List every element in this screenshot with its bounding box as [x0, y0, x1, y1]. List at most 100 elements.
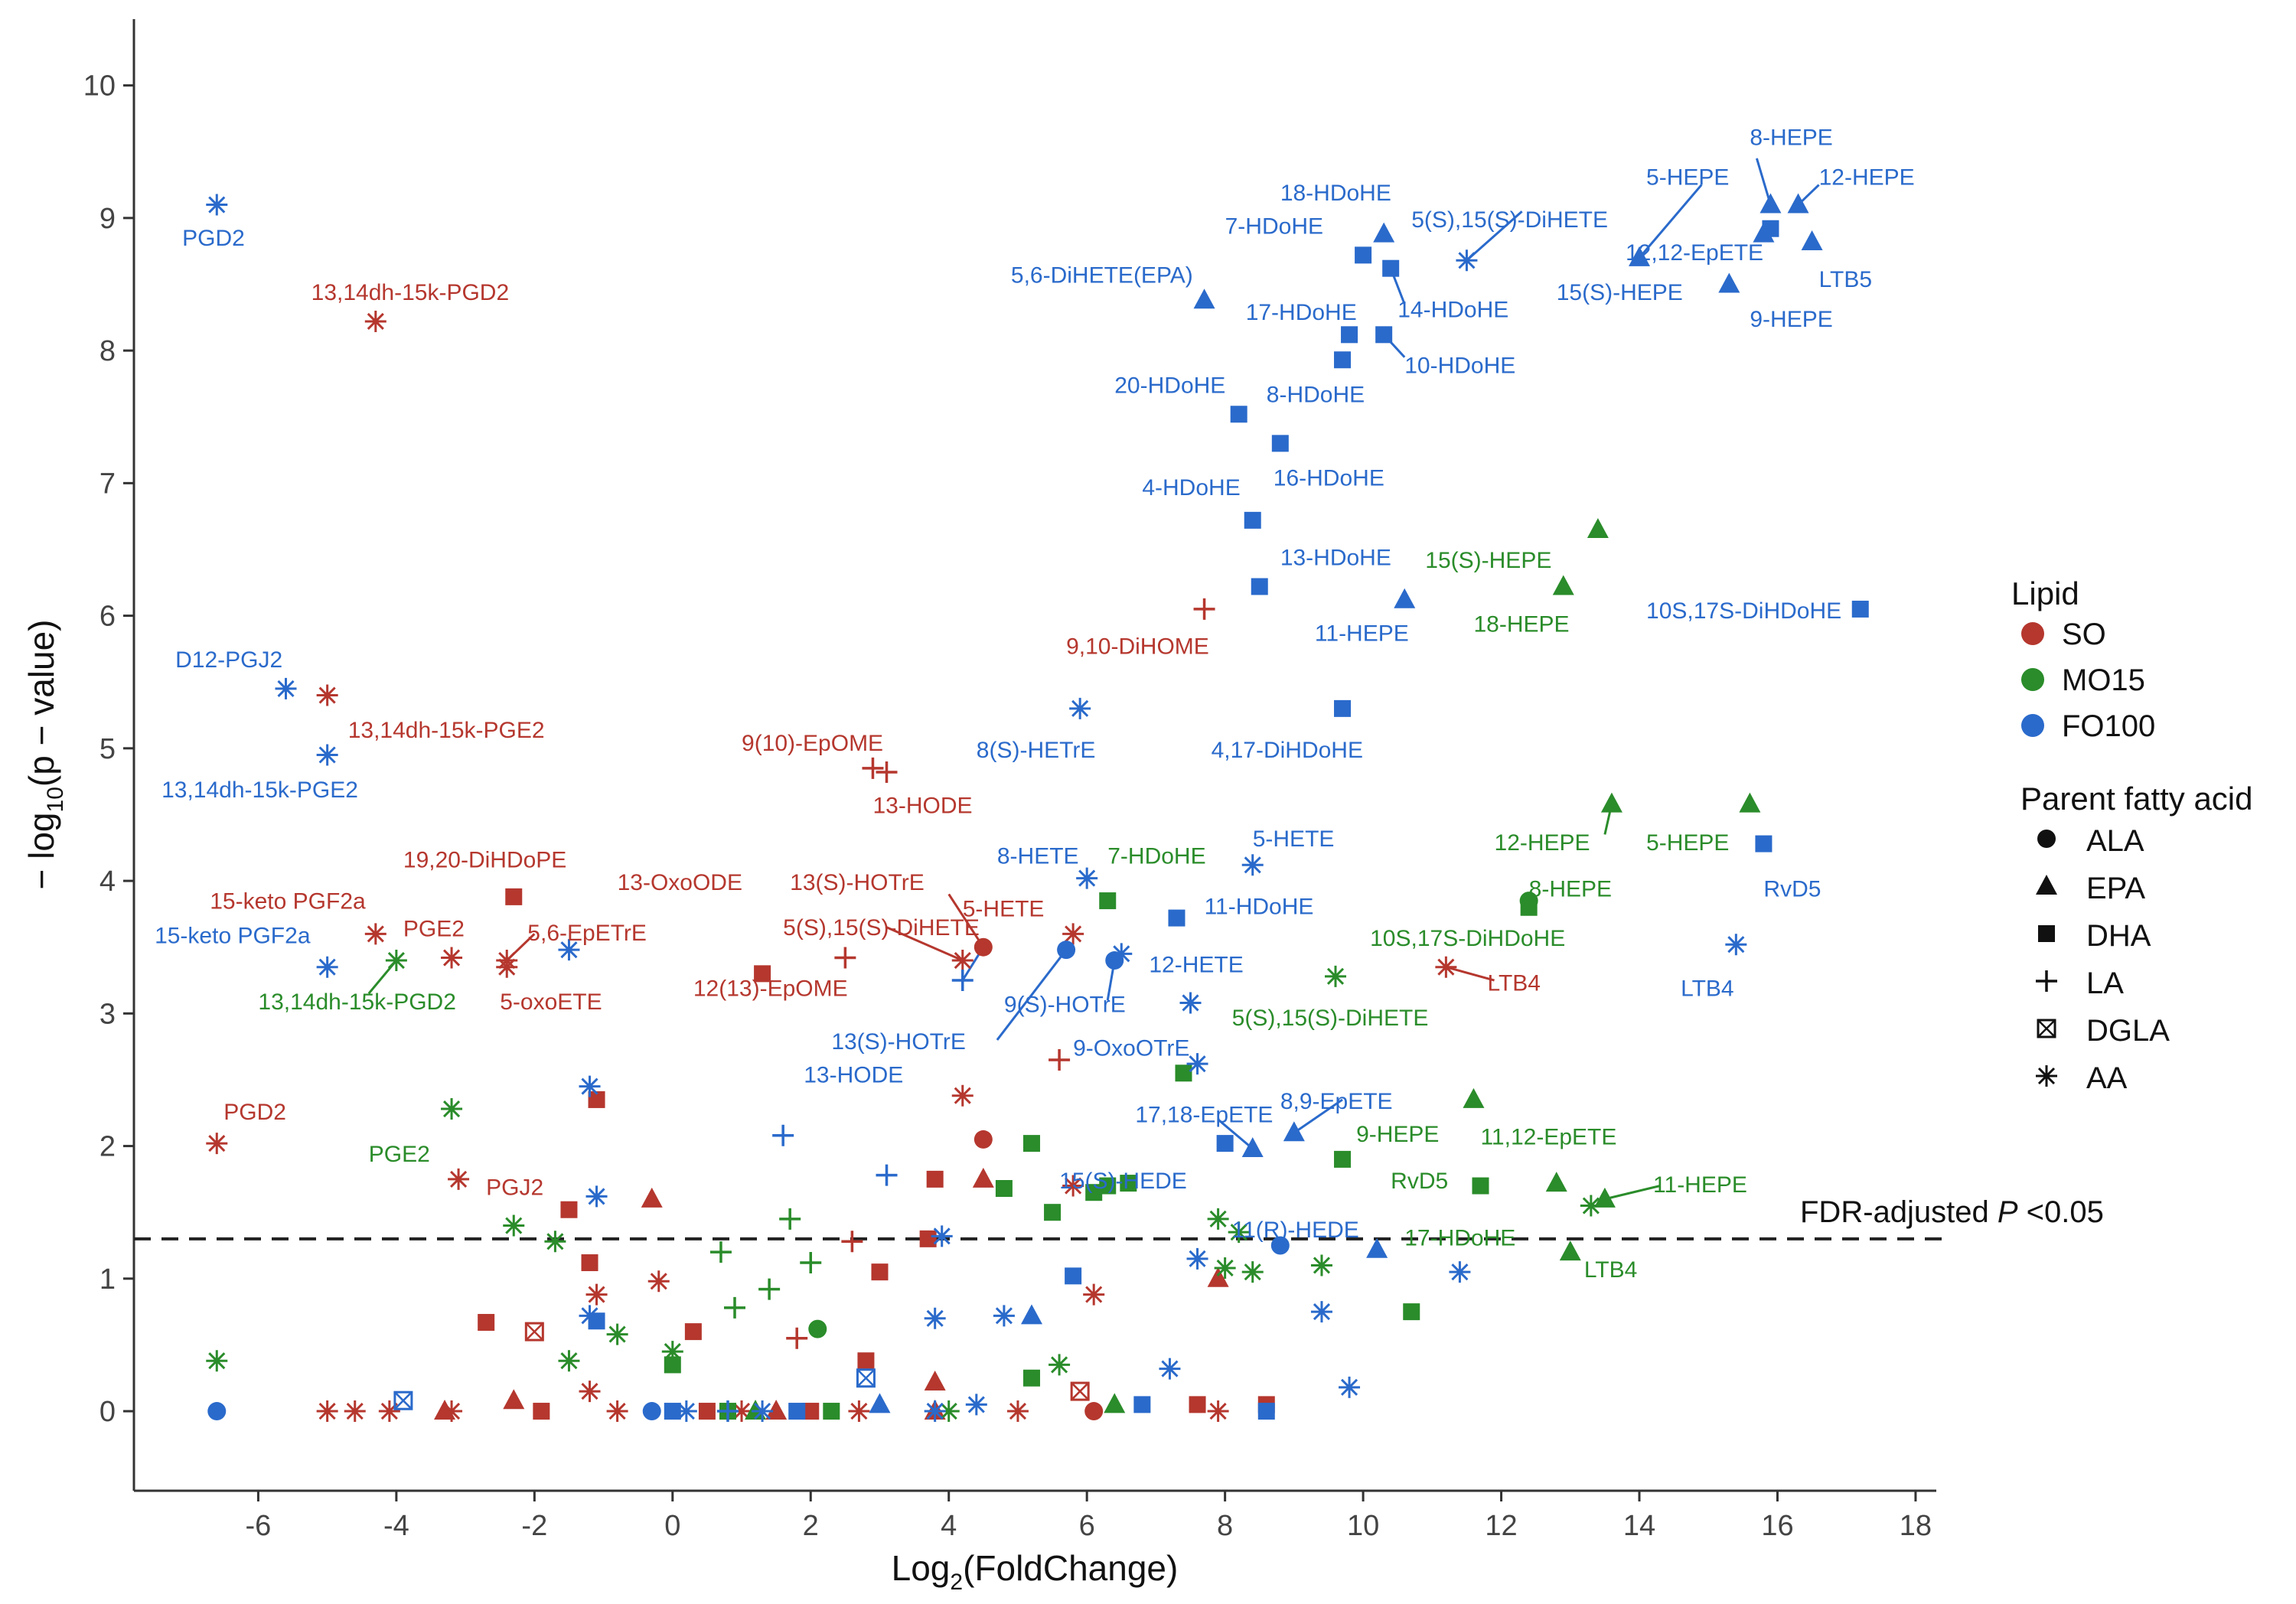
- data-label: 12-HEPE: [1495, 830, 1590, 856]
- legend-label-dgla: DGLA: [2086, 1014, 2170, 1048]
- data-label: 9,10-DiHOME: [1066, 634, 1209, 660]
- point-so-triangle: [924, 1370, 946, 1390]
- point-so-star: [848, 1400, 870, 1423]
- point-fo100-square: [1375, 326, 1393, 344]
- point-fo100-circle: [1270, 1236, 1290, 1255]
- label-leader-line: [1466, 210, 1523, 262]
- point-mo15-triangle: [1463, 1087, 1485, 1108]
- data-label: 15(S)-HEDE: [1059, 1169, 1187, 1194]
- point-mo15-star: [1310, 1254, 1332, 1276]
- label-leader-line: [1638, 184, 1703, 259]
- y-tick-label: 3: [99, 998, 116, 1030]
- point-fo100-star: [1069, 697, 1091, 719]
- point-fo100-square: [1216, 1135, 1234, 1152]
- point-mo15-square: [1175, 1064, 1192, 1082]
- point-mo15-triangle: [1600, 792, 1623, 813]
- point-so-plus: [841, 1231, 863, 1253]
- legend-shape-aa: [2036, 1065, 2057, 1087]
- x-tick-label: 18: [1900, 1510, 1932, 1542]
- point-mo15-triangle: [1545, 1172, 1567, 1192]
- data-label: 13-HODE: [872, 794, 972, 819]
- point-fo100-square: [1334, 699, 1352, 717]
- data-label: 13(S)-HOTrE: [831, 1029, 966, 1055]
- y-axis-title-main: − log: [21, 812, 61, 889]
- data-label: 13-HDoHE: [1280, 546, 1391, 571]
- point-fo100-square: [664, 1403, 681, 1420]
- point-so-square: [802, 1403, 820, 1420]
- data-label: 13,14dh-15k-PGE2: [161, 778, 358, 803]
- legend-color-items: SO MO15 FO100: [2021, 618, 2155, 743]
- y-tick-label: 9: [99, 203, 116, 235]
- x-tick-label: 4: [941, 1510, 957, 1542]
- legend-shape-ala: [2037, 830, 2056, 848]
- label-leader-line: [1604, 1185, 1661, 1201]
- fdr-threshold-label: FDR-adjusted P <0.05: [1800, 1195, 2104, 1229]
- point-fo100-star: [924, 1400, 946, 1423]
- y-tick-label: 2: [99, 1131, 116, 1163]
- point-fo100-star: [1449, 1261, 1471, 1283]
- point-fo100-star: [585, 1185, 608, 1208]
- y-tick-label: 7: [99, 468, 116, 500]
- data-label: 8(S)-HETrE: [977, 738, 1096, 763]
- point-so-star: [316, 684, 338, 706]
- data-label: 8-HEPE: [1750, 125, 1832, 150]
- point-fo100-star: [1241, 854, 1264, 876]
- data-label: 8,9-EpETE: [1280, 1089, 1393, 1114]
- label-leader-line: [1755, 158, 1772, 205]
- point-mo15-plus: [800, 1252, 822, 1274]
- point-so-star: [1207, 1400, 1229, 1423]
- point-fo100-star: [1339, 1376, 1361, 1398]
- point-fo100-square: [588, 1312, 605, 1330]
- legend-label-fo100: FO100: [2062, 709, 2155, 743]
- point-fo100-star: [1159, 1358, 1181, 1380]
- y-tick-label: 8: [99, 335, 116, 367]
- data-label: 11-HEPE: [1315, 621, 1409, 646]
- point-fo100-square: [1251, 578, 1268, 595]
- point-mo15-triangle: [745, 1400, 767, 1420]
- point-fo100-star: [965, 1394, 987, 1416]
- point-so-star: [1062, 923, 1084, 945]
- y-axis-title-sub: 10: [43, 787, 68, 812]
- point-mo15-star: [606, 1323, 628, 1345]
- legend-color-title: Lipid: [2011, 575, 2079, 611]
- data-label: 20-HDoHE: [1114, 373, 1225, 398]
- point-so-star: [1435, 956, 1457, 978]
- data-label: PGE2: [369, 1142, 430, 1167]
- point-so-square: [478, 1313, 495, 1331]
- point-mo15-triangle: [1593, 1187, 1616, 1208]
- point-fo100-star: [579, 1075, 601, 1097]
- x-tick-label: -2: [521, 1510, 547, 1542]
- point-fo100-plus: [951, 970, 974, 992]
- point-mo15-star: [558, 1350, 580, 1372]
- point-mo15-square: [995, 1180, 1013, 1198]
- data-label: 5(S),15(S)-DiHETE: [1232, 1006, 1429, 1031]
- label-leader-line: [1217, 1118, 1254, 1150]
- point-fo100-circle: [1057, 941, 1076, 960]
- point-mo15-square: [1099, 892, 1117, 910]
- data-label: 8-HETE: [997, 843, 1079, 869]
- point-so-plus: [862, 757, 884, 779]
- point-fo100-star: [752, 1400, 774, 1423]
- point-fo100-star: [316, 956, 338, 978]
- point-fo100-square: [1065, 1267, 1082, 1285]
- data-label: 7-HDoHE: [1107, 843, 1205, 869]
- point-mo15-star: [1325, 965, 1346, 987]
- point-fo100-square: [1133, 1396, 1151, 1413]
- data-label: 13-HODE: [804, 1062, 903, 1087]
- point-fo100-square: [1341, 326, 1358, 344]
- point-mo15-square: [1403, 1303, 1420, 1321]
- data-label: LTB5: [1819, 267, 1872, 292]
- point-so-square: [581, 1254, 598, 1272]
- legend-swatch-so: [2021, 622, 2044, 645]
- point-mo15-triangle: [1739, 792, 1761, 813]
- point-mo15-star: [1241, 1261, 1264, 1283]
- data-label: 15-keto PGF2a: [155, 923, 311, 948]
- data-label: 13,14dh-15k-PGD2: [311, 280, 510, 305]
- point-fo100-triangle: [1020, 1304, 1042, 1325]
- point-so-triangle: [641, 1187, 663, 1208]
- point-fo100-square: [1851, 600, 1869, 618]
- data-label: 12-HEPE: [1819, 165, 1915, 190]
- point-fo100-star: [1456, 249, 1478, 272]
